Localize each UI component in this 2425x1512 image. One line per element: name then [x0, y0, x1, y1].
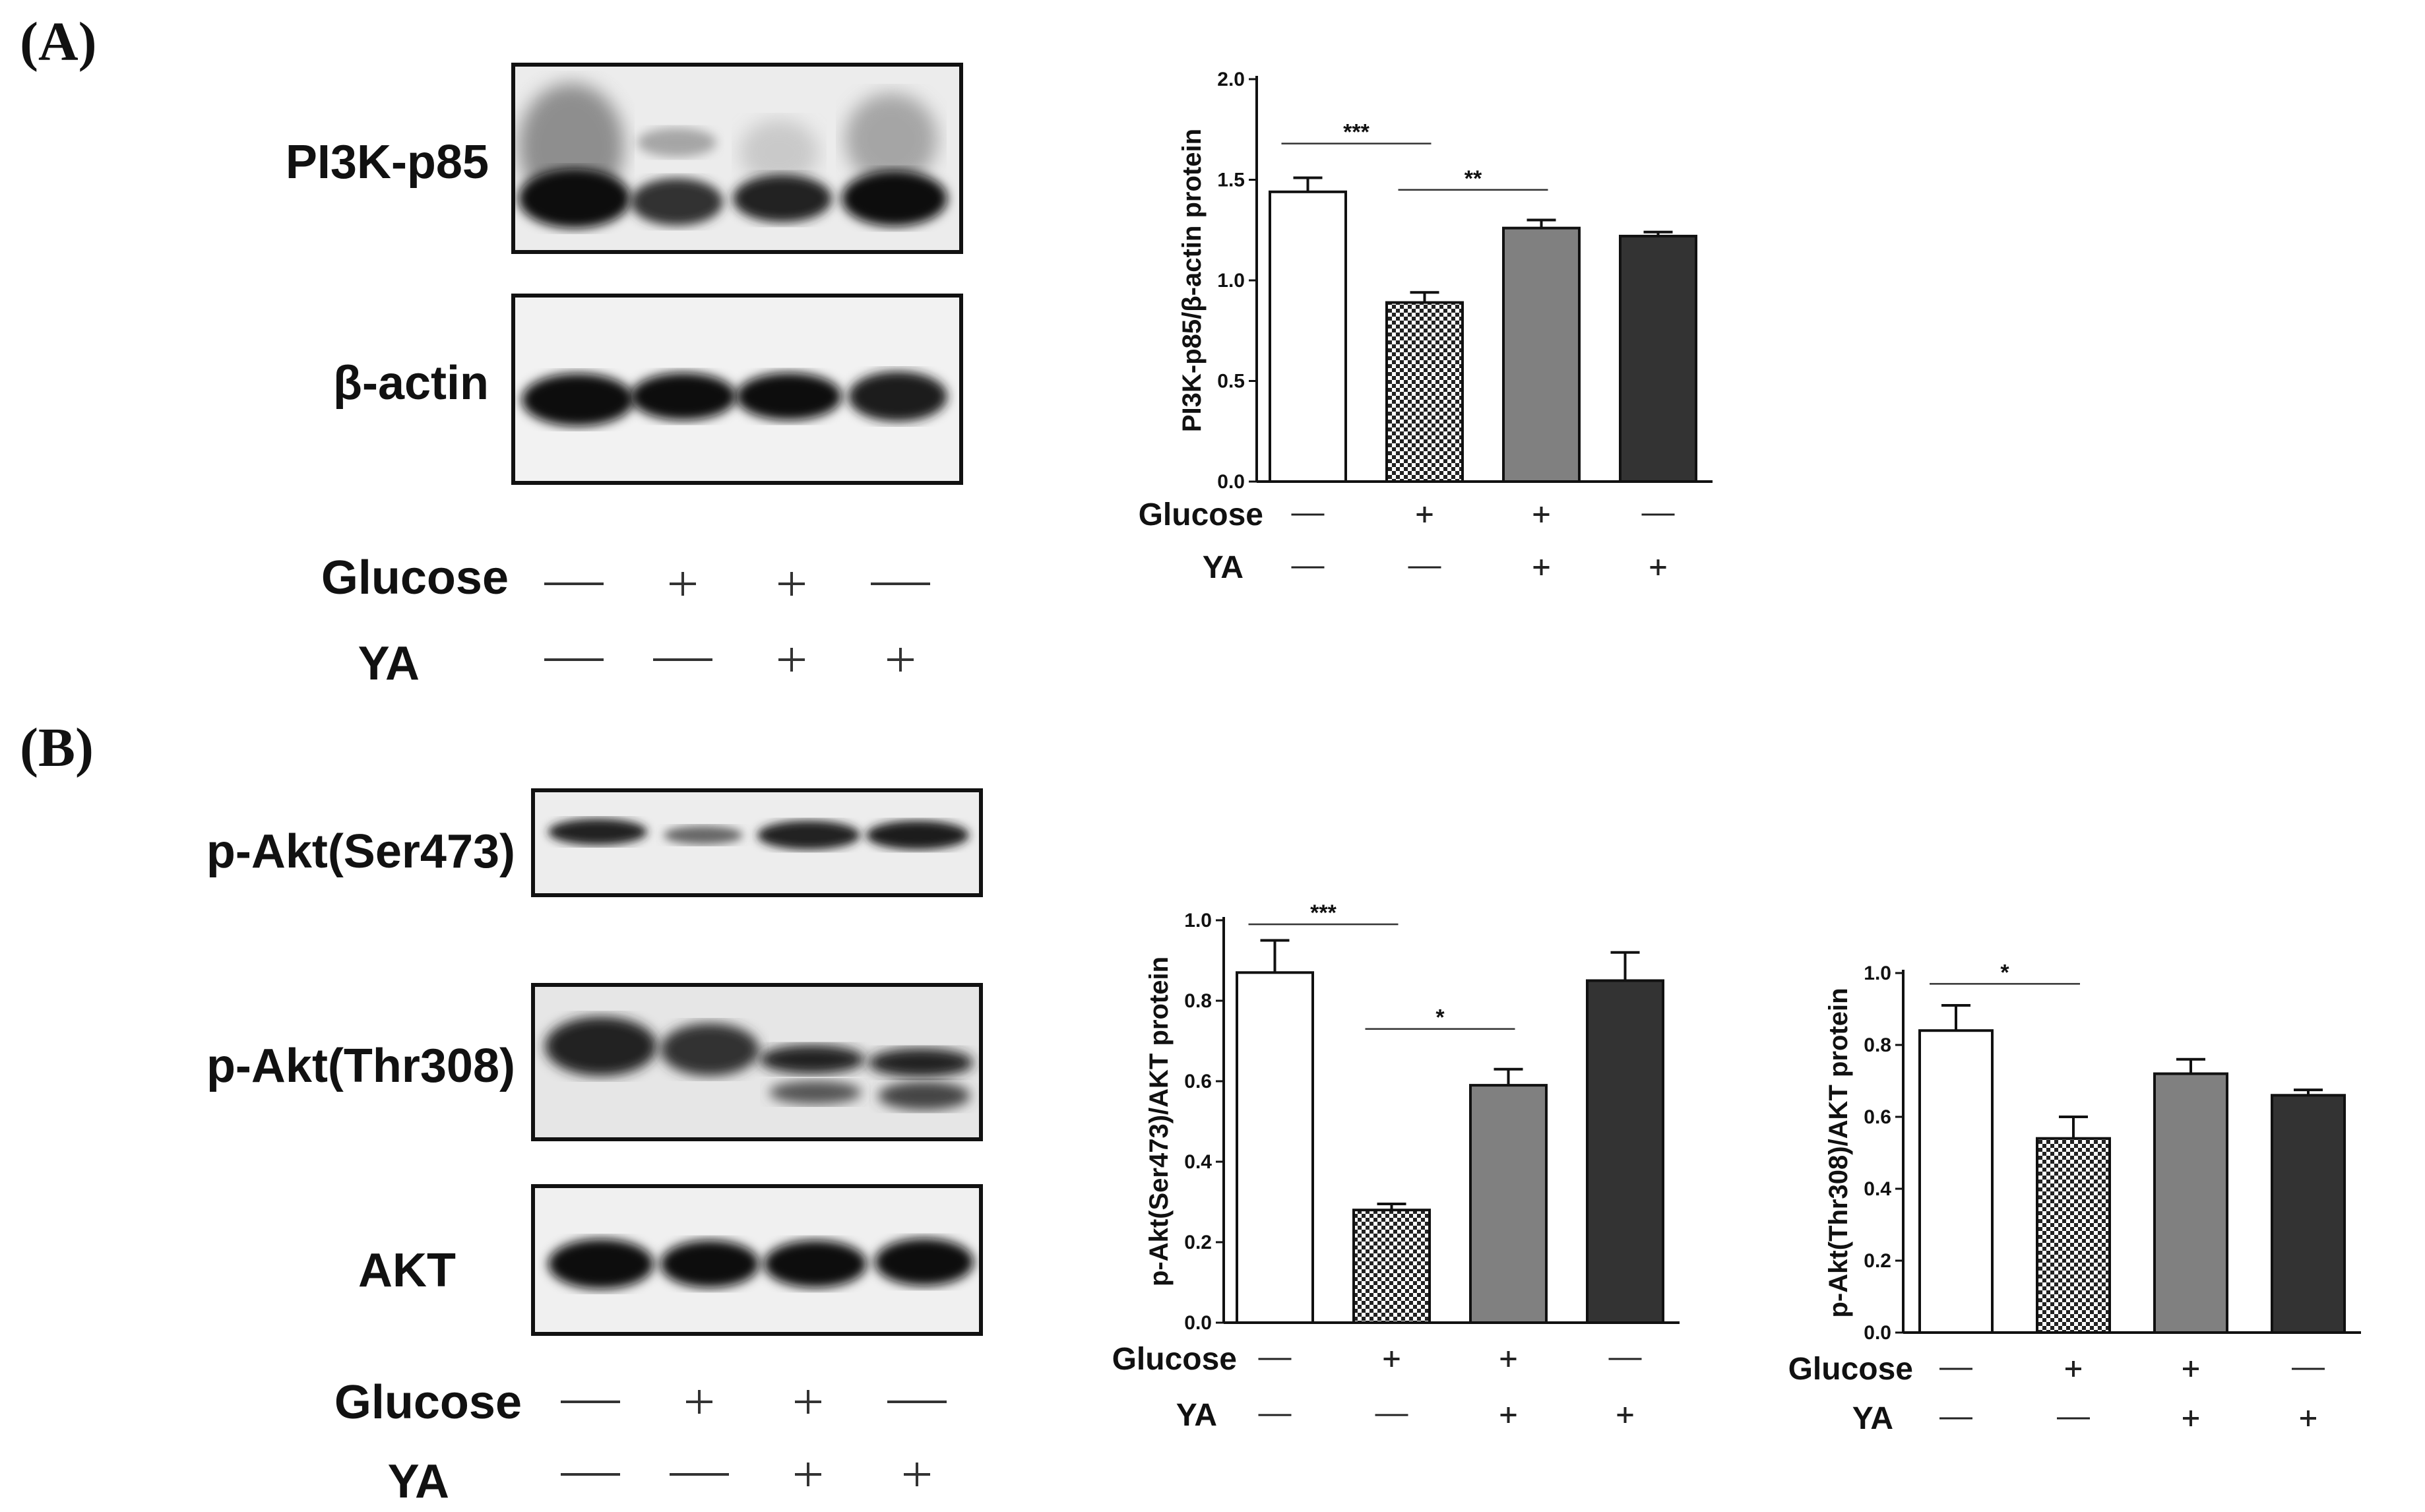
- condition-label: Glucose: [1788, 1352, 1913, 1387]
- y-tick-label: 0.2: [1864, 1250, 1891, 1272]
- bar-chart-p-akt-ser473: 0.0 0.2 0.4 0.6 0.8 1.0 p-Akt(Ser473)/AKT prot…: [1112, 900, 1680, 1433]
- blot-a-glucose-sign-3: [762, 564, 821, 604]
- blot-b-ya-label: YA: [387, 1455, 449, 1508]
- condition-label: YA: [1203, 550, 1244, 585]
- blot-a-ya-label: YA: [358, 637, 420, 690]
- y-tick-label: 2.0: [1217, 69, 1245, 90]
- blot-b-ya-sign-1: [561, 1455, 620, 1494]
- bar: [1502, 226, 1581, 483]
- blot-a-ya-sign-4: [871, 640, 930, 679]
- blot-label-pi3k: PI3K-p85: [285, 136, 489, 189]
- blot-label-p-akt-thr308: p-Akt(Thr308): [206, 1040, 515, 1092]
- bar-chart-pi3k: 0.0 0.5 1.0 1.5 2.0 PI3K-p85/β-actin protein *…: [1139, 69, 1713, 585]
- panel-label-b: (B): [20, 717, 94, 778]
- condition-label: YA: [1852, 1401, 1893, 1436]
- y-tick-label: 0.0: [1217, 471, 1245, 493]
- blot-bands-p-akt-thr308: [535, 987, 979, 1137]
- blot-b-glucose-sign-3: [778, 1382, 838, 1422]
- blot-b-glucose-label: Glucose: [334, 1376, 522, 1429]
- blot-bands-p-akt-ser473: [535, 792, 979, 893]
- bar: [2153, 1072, 2228, 1334]
- blot-bands-beta-actin: [515, 298, 959, 481]
- bar: [1352, 1209, 1431, 1325]
- blot-image-p-akt-ser473: [531, 788, 983, 897]
- blot-bands-pi3k: [515, 67, 959, 250]
- y-tick-label: 0.0: [1184, 1312, 1212, 1334]
- bar: [2271, 1094, 2346, 1335]
- blot-b-ya-sign-3: [778, 1455, 838, 1494]
- blot-image-p-akt-thr308: [531, 983, 983, 1141]
- blot-b-glucose-sign-4: [887, 1382, 947, 1422]
- y-axis-label: p-Akt(Thr308)/AKT protein: [1824, 988, 1853, 1318]
- y-tick-label: 1.0: [1184, 910, 1212, 931]
- y-tick-label: 1.0: [1217, 270, 1245, 292]
- bar: [2036, 1137, 2111, 1334]
- bar: [1269, 190, 1347, 484]
- blot-a-glucose-sign-4: [871, 564, 930, 604]
- blot-label-p-akt-ser473: p-Akt(Ser473): [206, 825, 515, 878]
- bar-chart-p-akt-thr308: 0.0 0.2 0.4 0.6 0.8 1.0 p-Akt(Thr308)/AKT prot…: [1788, 960, 2361, 1436]
- blot-a-glucose-label: Glucose: [321, 551, 509, 604]
- y-tick-label: 0.2: [1184, 1232, 1212, 1253]
- blot-a-ya-sign-3: [762, 640, 821, 679]
- bar: [1236, 971, 1314, 1325]
- blot-a-glucose-sign-1: [544, 564, 604, 604]
- significance-label: ***: [1343, 120, 1370, 145]
- significance-label: *: [1435, 1005, 1445, 1030]
- blot-a-ya-sign-2: [653, 640, 712, 679]
- significance-label: **: [1464, 166, 1482, 191]
- blot-image-pi3k: [511, 63, 963, 254]
- bar: [1469, 1084, 1548, 1324]
- blot-bands-akt: [535, 1188, 979, 1332]
- bar: [1918, 1029, 1994, 1334]
- significance-label: *: [2000, 960, 2009, 985]
- y-tick-label: 0.4: [1184, 1151, 1212, 1173]
- y-tick-label: 0.8: [1864, 1034, 1891, 1056]
- blot-label-akt: AKT: [358, 1244, 456, 1297]
- y-tick-label: 1.0: [1864, 962, 1891, 984]
- blot-b-glucose-sign-2: [670, 1382, 729, 1422]
- condition-label: Glucose: [1112, 1342, 1237, 1377]
- blot-image-akt: [531, 1184, 983, 1336]
- y-tick-label: 0.5: [1217, 371, 1245, 393]
- y-tick-label: 0.8: [1184, 990, 1212, 1012]
- blot-image-beta-actin: [511, 294, 963, 485]
- y-tick-label: 0.6: [1184, 1071, 1212, 1092]
- y-axis-label: p-Akt(Ser473)/AKT protein: [1145, 957, 1174, 1286]
- y-tick-label: 0.4: [1864, 1178, 1891, 1200]
- blot-b-ya-sign-4: [887, 1455, 947, 1494]
- y-tick-label: 0.6: [1864, 1106, 1891, 1128]
- significance-label: ***: [1310, 900, 1337, 926]
- blot-b-glucose-sign-1: [561, 1382, 620, 1422]
- blot-b-ya-sign-2: [670, 1455, 729, 1494]
- condition-label: YA: [1176, 1398, 1217, 1433]
- blot-label-beta-actin: β-actin: [333, 357, 489, 410]
- y-tick-label: 1.5: [1217, 170, 1245, 191]
- bar: [1586, 979, 1664, 1324]
- blot-a-glucose-sign-2: [653, 564, 712, 604]
- bar: [1385, 301, 1464, 483]
- condition-label: Glucose: [1139, 497, 1263, 532]
- y-axis-label: PI3K-p85/β-actin protein: [1178, 129, 1207, 432]
- blot-a-ya-sign-1: [544, 640, 604, 679]
- y-tick-label: 0.0: [1864, 1322, 1891, 1344]
- bar: [1619, 234, 1697, 483]
- panel-label-a: (A): [20, 11, 97, 73]
